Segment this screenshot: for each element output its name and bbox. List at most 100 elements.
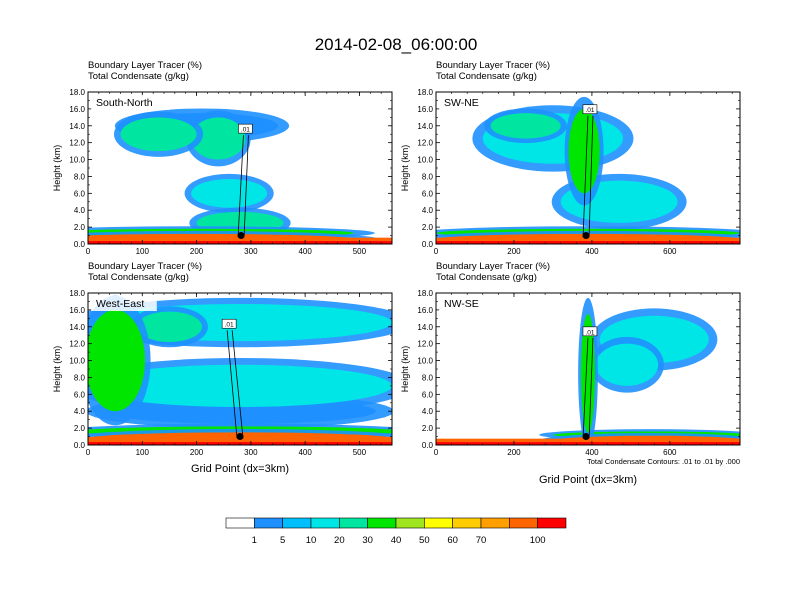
x-tick-label: 200 — [507, 247, 521, 256]
y-tick-label: 2.0 — [422, 424, 434, 433]
x-tick-label: 0 — [434, 247, 439, 256]
y-tick-label: 8.0 — [74, 172, 86, 181]
surface-band-orange — [88, 237, 392, 242]
y-tick-label: 14.0 — [69, 323, 85, 332]
y-tick-label: 8.0 — [74, 373, 86, 382]
panel-title-line1: Boundary Layer Tracer (%) — [88, 261, 202, 272]
y-tick-label: 0.0 — [422, 240, 434, 249]
surface-band-red — [436, 442, 740, 445]
field-blob-5 — [88, 309, 145, 412]
field-blob-4 — [120, 117, 197, 152]
colorbar-label: 40 — [391, 535, 402, 546]
colorbar-swatch — [254, 517, 283, 529]
colorbar-swatch — [367, 517, 397, 529]
contour-label-box — [221, 318, 237, 329]
panel-label-box — [439, 296, 480, 311]
panel-title-line1: Boundary Layer Tracer (%) — [436, 261, 550, 272]
contour-label-box — [238, 123, 253, 134]
y-axis-label: Height (km) — [52, 346, 62, 393]
y-tick-label: 12.0 — [417, 340, 433, 349]
y-tick-label: 18.0 — [417, 289, 433, 298]
y-tick-label: 12.0 — [69, 139, 85, 148]
colorbar-swatch — [509, 517, 538, 529]
colorbar-label: 30 — [362, 535, 373, 546]
x-tick-label: 300 — [244, 448, 258, 457]
y-tick-label: 8.0 — [422, 373, 434, 382]
field-blob-2 — [490, 113, 561, 139]
field-blob-1 — [191, 178, 268, 208]
y-tick-label: 18.0 — [69, 88, 85, 97]
y-tick-label: 6.0 — [74, 390, 86, 399]
y-tick-label: 18.0 — [417, 88, 433, 97]
y-tick-label: 12.0 — [417, 139, 433, 148]
colorbar-swatch — [225, 517, 255, 529]
condensate-contour — [237, 135, 249, 238]
x-tick-label: 200 — [190, 247, 204, 256]
y-tick-label: 2.0 — [74, 223, 86, 232]
y-tick-label: 2.0 — [74, 424, 86, 433]
x-tick-label: 300 — [244, 247, 258, 256]
y-tick-label: 16.0 — [69, 306, 85, 315]
panel-title-line2: Total Condensate (g/kg) — [88, 71, 189, 82]
condensate-contour — [226, 330, 244, 439]
x-tick-label: 600 — [663, 448, 677, 457]
tracer-field — [88, 295, 392, 445]
condensate-contour — [582, 337, 594, 439]
colorbar-label: 60 — [447, 535, 458, 546]
y-tick-label: 2.0 — [422, 223, 434, 232]
x-tick-label: 0 — [86, 448, 91, 457]
colorbar-label: 50 — [419, 535, 430, 546]
x-tick-label: 500 — [353, 448, 367, 457]
panel-title-line1: Boundary Layer Tracer (%) — [436, 60, 550, 71]
panel-west-east: Boundary Layer Tracer (%)Total Condensat… — [52, 261, 393, 475]
y-tick-label: 4.0 — [422, 407, 434, 416]
y-tick-label: 6.0 — [74, 189, 86, 198]
y-tick-label: 12.0 — [69, 340, 85, 349]
y-tick-label: 16.0 — [417, 105, 433, 114]
y-tick-label: 4.0 — [74, 407, 86, 416]
figure-title: 2014-02-08_06:00:00 — [315, 35, 478, 54]
field-blob-1 — [88, 364, 392, 407]
surface-band-orange — [436, 438, 740, 443]
y-tick-label: 0.0 — [74, 441, 86, 450]
y-axis-label: Height (km) — [52, 145, 62, 192]
panel-title-line2: Total Condensate (g/kg) — [436, 71, 537, 82]
tracer-field — [88, 108, 392, 244]
panel-label: West-East — [96, 298, 144, 310]
x-axis-label: Grid Point (dx=3km) — [539, 474, 637, 486]
contour-label: .01 — [241, 127, 250, 134]
panel-label: NW-SE — [444, 298, 479, 310]
x-tick-label: 500 — [353, 247, 367, 256]
colorbar-label: 70 — [476, 535, 487, 546]
y-tick-label: 10.0 — [417, 156, 433, 165]
colorbar: 1 5 10 20 30 40 50 60 70 100 — [225, 517, 567, 546]
colorbar-swatch — [480, 517, 510, 529]
panel-title-line1: Boundary Layer Tracer (%) — [88, 60, 202, 71]
x-tick-label: 0 — [86, 247, 91, 256]
panel-sw-ne: Boundary Layer Tracer (%)Total Condensat… — [400, 60, 741, 256]
y-tick-label: 14.0 — [417, 323, 433, 332]
panel-nw-se: Boundary Layer Tracer (%)Total Condensat… — [400, 261, 741, 486]
y-tick-label: 8.0 — [422, 172, 434, 181]
location-marker — [582, 433, 590, 441]
condensate-contour — [582, 115, 594, 238]
y-axis-label: Height (km) — [400, 346, 410, 393]
x-tick-label: 400 — [585, 448, 599, 457]
y-tick-label: 6.0 — [422, 390, 434, 399]
colorbar-swatch — [395, 517, 425, 529]
location-marker — [582, 232, 590, 240]
contour-label: .01 — [585, 107, 594, 114]
surface-band-orange — [436, 237, 740, 242]
y-tick-label: 18.0 — [69, 289, 85, 298]
field-blob-3 — [136, 311, 202, 342]
x-tick-label: 400 — [298, 448, 312, 457]
colorbar-swatch — [282, 517, 312, 529]
y-tick-label: 0.0 — [422, 441, 434, 450]
surface-band-red — [436, 241, 740, 244]
x-tick-label: 600 — [663, 247, 677, 256]
x-tick-label: 0 — [434, 448, 439, 457]
panel-label-box — [91, 296, 157, 311]
colorbar-swatch — [339, 517, 368, 529]
y-axis-label: Height (km) — [400, 145, 410, 192]
field-blob-1 — [595, 343, 659, 386]
